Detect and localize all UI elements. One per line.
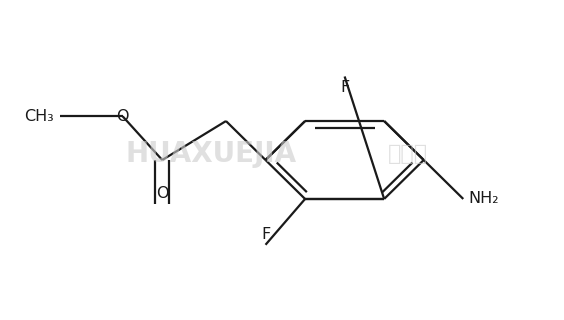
Text: HUAXUEJIA: HUAXUEJIA <box>125 140 296 168</box>
Text: NH₂: NH₂ <box>469 191 499 206</box>
Text: O: O <box>116 109 129 124</box>
Text: F: F <box>261 227 270 242</box>
Text: CH₃: CH₃ <box>24 109 54 124</box>
Text: F: F <box>340 80 349 95</box>
Text: O: O <box>156 186 169 201</box>
Text: 化学加: 化学加 <box>388 144 429 164</box>
